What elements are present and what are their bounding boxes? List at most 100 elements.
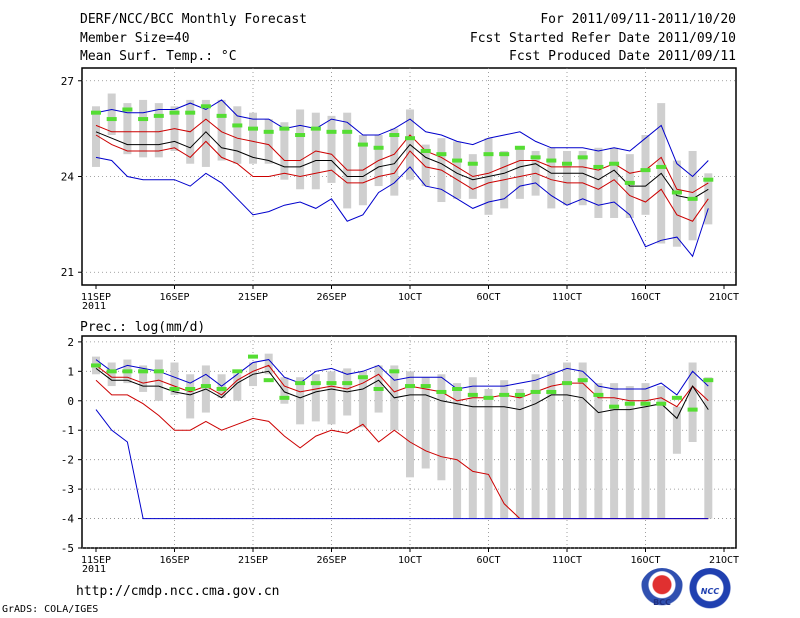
chart-title: DERF/NCC/BCC Monthly Forecast	[80, 12, 307, 27]
temp-green-marker	[295, 133, 306, 138]
prec-green-marker	[703, 378, 714, 383]
prec-green-marker	[656, 401, 667, 406]
temp-p75-line	[95, 118, 709, 194]
prec-spread-bar	[296, 377, 305, 425]
temp-green-marker	[153, 113, 164, 118]
prec-spread-bar	[139, 365, 148, 392]
precipitation-panel: 11SEP 16SEP 21SEP 26SEP 1OCT 6OCT 11OCT 16OCT 21…	[61, 320, 739, 575]
temp-y-tick-label: 27	[61, 75, 74, 88]
prec-green-marker	[310, 381, 321, 386]
prec-spread-bar	[563, 362, 571, 519]
temp-green-marker	[248, 126, 258, 131]
prec-green-marker	[609, 404, 620, 409]
temp-green-marker	[326, 129, 337, 134]
prec-green-marker	[279, 395, 290, 400]
prec-green-marker	[295, 381, 306, 386]
prec-y-tick-label: 2	[67, 336, 74, 349]
temp-spread-bar	[578, 150, 587, 206]
temp-spread-bar	[641, 135, 650, 215]
prec-y-tick-label: -2	[61, 454, 74, 467]
variable-label: Mean Surf. Temp.: °C	[80, 49, 237, 64]
temp-green-marker	[310, 126, 321, 131]
prec-spread-bar	[610, 383, 619, 519]
temp-green-marker	[703, 177, 714, 182]
prec-green-marker	[530, 389, 541, 394]
temp-green-marker	[562, 161, 572, 166]
prec-green-marker	[687, 407, 698, 412]
temp-spread-bar	[343, 112, 352, 209]
prec-spread-bar	[264, 353, 273, 375]
prec-green-marker	[546, 389, 557, 394]
temp-spread-bar	[264, 119, 273, 164]
prec-green-marker	[169, 387, 180, 391]
temp-spread-bar	[421, 144, 430, 187]
prec-spread-bar	[704, 377, 713, 519]
prec-spread-bar	[233, 374, 242, 401]
prec-green-marker	[122, 369, 133, 374]
temp-green-marker	[640, 168, 651, 173]
temp-x-tick-label: 11SEP	[81, 292, 111, 303]
temp-green-marker	[609, 161, 620, 166]
prec-spread-bar	[453, 383, 462, 519]
temp-green-marker	[624, 180, 635, 185]
temperature-panel: 11SEP 16SEP 21SEP 26SEP 1OCT 6OCT 11OCT 16OCT 21…	[61, 67, 739, 312]
prec-spread-bar	[170, 362, 179, 395]
temp-x-tick-label: 16OCT	[630, 292, 660, 303]
prec-spread-bar	[515, 389, 524, 519]
prec-green-marker	[420, 384, 431, 389]
prec-x-tick-label: 21OCT	[709, 555, 739, 566]
prec-green-marker	[200, 384, 211, 389]
temp-green-marker	[200, 104, 211, 109]
prec-max-line	[95, 359, 709, 396]
prec-green-marker	[263, 378, 274, 383]
prec-green-marker	[185, 387, 196, 391]
temp-y-tick-label: 21	[61, 266, 74, 279]
prec-spread-bar	[531, 374, 540, 519]
prec-x-tick-label: 16OCT	[630, 555, 660, 566]
temp-year-label: 2011	[82, 301, 106, 312]
prec-green-marker	[452, 387, 463, 391]
temp-green-marker	[577, 155, 588, 160]
prec-spread-bar	[547, 371, 556, 519]
prec-spread-bar	[578, 362, 587, 519]
prec-y-tick-label: 0	[67, 395, 74, 408]
temp-green-marker	[546, 158, 557, 163]
temp-spread-bar	[154, 103, 163, 158]
prec-x-tick-label: 11SEP	[81, 555, 111, 566]
temp-green-marker	[373, 145, 384, 150]
prec-spread-bar	[500, 380, 509, 519]
fcst-started-date: Fcst Started Refer Date 2011/09/10	[469, 31, 736, 46]
temp-spread-bar	[201, 99, 210, 167]
temp-x-tick-label: 1OCT	[398, 292, 422, 303]
temp-green-marker	[514, 145, 525, 150]
temp-green-marker	[436, 152, 447, 157]
temp-green-marker	[389, 133, 400, 138]
temp-green-marker	[405, 136, 415, 141]
temp-spread-bar	[107, 93, 116, 136]
prec-spread-bar	[484, 389, 493, 519]
prec-x-tick-label: 16SEP	[159, 555, 189, 566]
temp-spread-bar	[92, 106, 100, 167]
prec-y-tick-label: 1	[67, 365, 74, 378]
prec-plot-frame	[81, 335, 737, 549]
prec-spread-bar	[437, 374, 446, 481]
prec-y-tick-label: -4	[61, 513, 75, 526]
prec-green-marker	[577, 378, 588, 383]
temp-y-tick-label: 24	[61, 171, 75, 184]
prec-min-line	[95, 409, 709, 520]
temp-green-marker	[169, 110, 180, 115]
prec-spread-bar	[358, 371, 367, 428]
temp-spread-bar	[327, 115, 336, 183]
prec-mean-line	[95, 368, 709, 420]
temp-spread-bar	[139, 99, 148, 158]
temp-spread-bar	[563, 150, 571, 206]
member-size-label: Member Size=40	[80, 31, 190, 46]
temp-x-tick-label: 21OCT	[709, 292, 739, 303]
website-url[interactable]: http://cmdp.ncc.cma.gov.cn	[76, 584, 280, 599]
temp-spread-bar	[547, 147, 556, 209]
grads-credit: GrADS: COLA/IGES	[2, 604, 99, 615]
temp-green-marker	[232, 123, 243, 128]
temp-spread-bar	[217, 99, 226, 161]
prec-green-marker	[373, 387, 384, 391]
